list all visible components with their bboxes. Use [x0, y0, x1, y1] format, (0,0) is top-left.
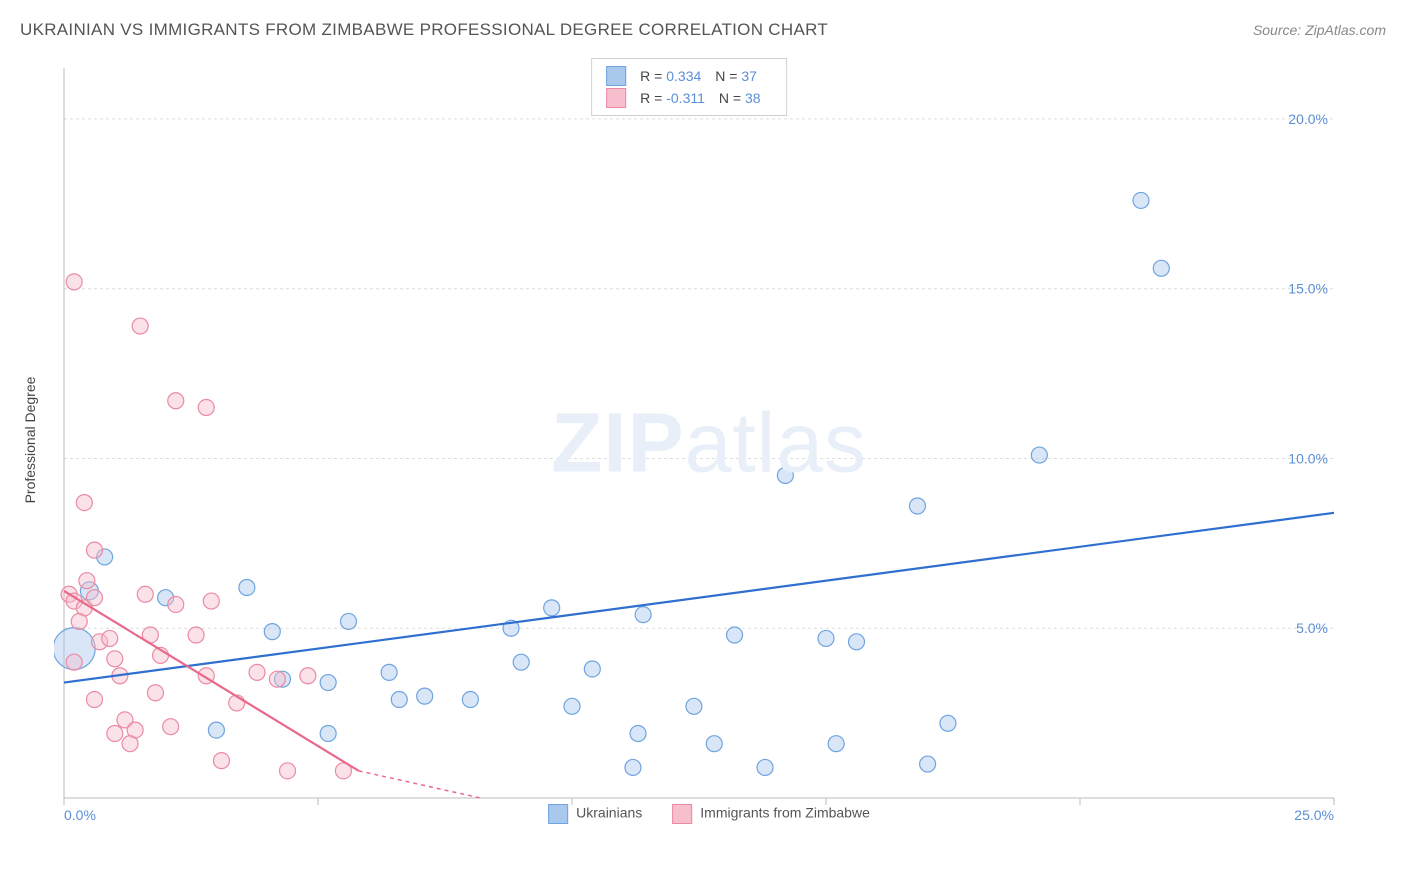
svg-text:0.0%: 0.0% — [64, 807, 96, 823]
legend-item: Immigrants from Zimbabwe — [672, 804, 870, 824]
svg-text:20.0%: 20.0% — [1288, 111, 1328, 127]
correlation-legend: R = 0.334 N = 37 R = -0.311 N = 38 — [591, 58, 787, 116]
y-axis-label: Professional Degree — [22, 377, 38, 504]
legend-swatch-icon — [672, 804, 692, 824]
chart-area: ZIPatlas 5.0%10.0%15.0%20.0%0.0%25.0% R … — [54, 58, 1364, 828]
scatter-plot: 5.0% 10.0% 15.0% 20.0% 0.0% 25.0% — [54, 58, 1364, 828]
legend-row: R = -0.311 N = 38 — [606, 87, 760, 109]
svg-text:15.0%: 15.0% — [1288, 281, 1328, 297]
svg-text:5.0%: 5.0% — [1296, 620, 1328, 636]
series-legend: Ukrainians Immigrants from Zimbabwe — [548, 804, 870, 824]
chart-source: Source: ZipAtlas.com — [1253, 22, 1386, 38]
svg-text:25.0%: 25.0% — [1294, 807, 1334, 823]
title-bar: UKRAINIAN VS IMMIGRANTS FROM ZIMBABWE PR… — [20, 20, 1386, 40]
legend-item: Ukrainians — [548, 804, 642, 824]
legend-swatch-icon — [606, 88, 626, 108]
chart-title: UKRAINIAN VS IMMIGRANTS FROM ZIMBABWE PR… — [20, 20, 828, 40]
legend-swatch-icon — [606, 66, 626, 86]
legend-row: R = 0.334 N = 37 — [606, 65, 760, 87]
legend-swatch-icon — [548, 804, 568, 824]
svg-text:10.0%: 10.0% — [1288, 450, 1328, 466]
